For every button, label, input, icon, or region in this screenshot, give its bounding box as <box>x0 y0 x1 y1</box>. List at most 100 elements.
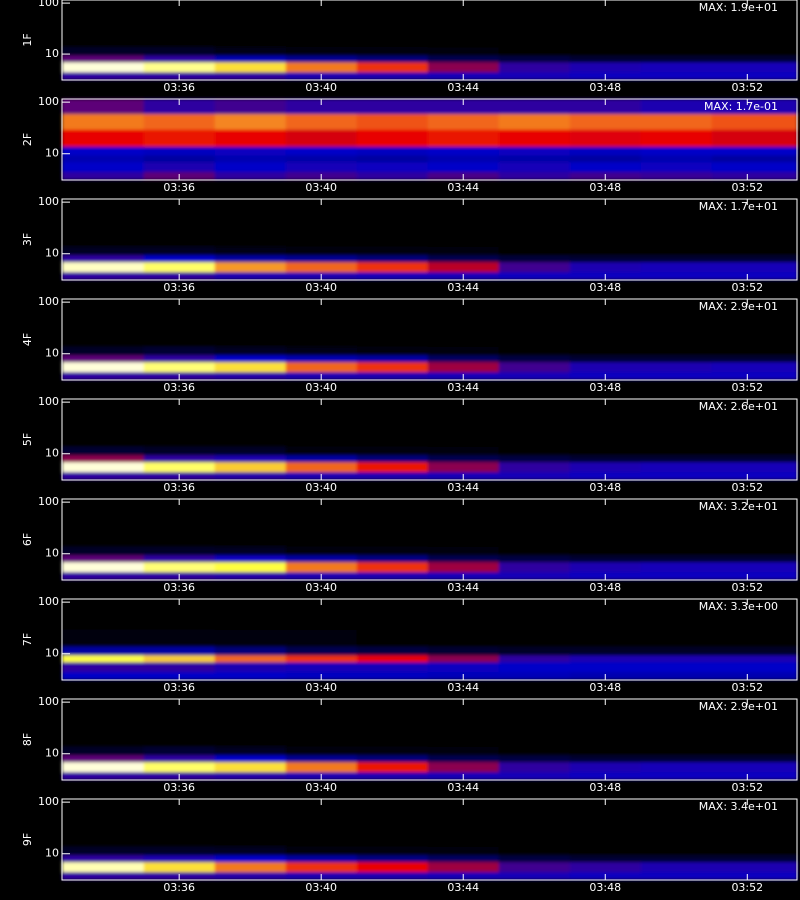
heatmap-cell <box>569 846 642 856</box>
heatmap-cell <box>569 599 642 615</box>
heatmap-cell <box>356 71 429 80</box>
heatmap-cell <box>640 513 713 530</box>
heatmap-cell <box>498 313 571 330</box>
heatmap-cell <box>498 799 571 815</box>
heatmap-cell <box>62 771 145 780</box>
heatmap-cell <box>498 561 571 573</box>
heatmap-cell <box>640 229 713 247</box>
heatmap-cell <box>285 554 358 563</box>
heatmap-cell <box>356 61 429 73</box>
heatmap-cell <box>427 529 500 547</box>
heatmap-cell <box>711 629 798 647</box>
heatmap-cell <box>640 413 713 430</box>
heatmap-cell <box>427 654 500 663</box>
heatmap-cell <box>640 154 713 163</box>
heatmap-cell <box>214 654 287 663</box>
heatmap-cell <box>569 729 642 747</box>
heatmap-cell <box>214 413 287 430</box>
heatmap-cell <box>285 129 358 147</box>
heatmap-cell <box>427 346 500 356</box>
heatmap-cell <box>356 271 429 280</box>
heatmap-cell <box>640 771 713 780</box>
heatmap-cell <box>427 454 500 463</box>
heatmap-cell <box>427 99 500 115</box>
heatmap-cell <box>498 71 571 80</box>
heatmap-cell <box>143 746 216 756</box>
x-tick-label: 03:44 <box>447 681 479 694</box>
heatmap-cell <box>498 699 571 715</box>
heatmap-cell <box>711 299 798 315</box>
y-tick-label: 100 <box>38 195 59 208</box>
heatmap-cell <box>640 761 713 773</box>
heatmap-cell <box>640 313 713 330</box>
heatmap-cell <box>143 546 216 556</box>
heatmap-cell <box>62 554 145 563</box>
heatmap-cell <box>214 461 287 473</box>
heatmap-cell <box>427 154 500 163</box>
heatmap-cells <box>62 799 798 880</box>
heatmap-cell <box>498 661 571 673</box>
heatmap-cell <box>498 354 571 363</box>
heatmap-cell <box>214 761 287 773</box>
heatmap-cell <box>711 129 798 147</box>
heatmap-cell <box>143 729 216 747</box>
heatmap-cell <box>285 254 358 263</box>
heatmap-cell <box>285 154 358 163</box>
heatmap-cell <box>498 271 571 280</box>
heatmap-cell <box>356 399 429 415</box>
y-axis-label: 4F <box>21 333 34 346</box>
heatmap-cell <box>285 361 358 373</box>
heatmap-cell <box>285 813 358 830</box>
heatmap-cell <box>498 554 571 563</box>
heatmap-cell <box>427 661 500 673</box>
heatmap-cell <box>285 429 358 447</box>
heatmap-cell <box>711 599 798 615</box>
heatmap-cell <box>143 599 216 615</box>
heatmap-cell <box>427 513 500 530</box>
heatmap-cell <box>569 55 642 63</box>
heatmap-cell <box>143 754 216 763</box>
heatmap-cell <box>285 46 358 56</box>
heatmap-cell <box>711 446 798 456</box>
heatmap-cell <box>214 729 287 747</box>
heatmap-cell <box>427 213 500 230</box>
heatmap-cell <box>711 661 798 673</box>
heatmap-cell <box>62 46 145 56</box>
max-annotation: MAX: 2.6e+01 <box>699 400 778 413</box>
heatmap-cell <box>356 829 429 847</box>
heatmap-cell <box>569 346 642 356</box>
heatmap-cell <box>143 14 216 31</box>
heatmap-cell <box>62 754 145 763</box>
heatmap-cell <box>285 146 358 156</box>
x-tick-label: 03:40 <box>305 381 337 394</box>
plot-frame <box>61 798 798 881</box>
heatmap-cell <box>569 146 642 156</box>
heatmap-cell <box>711 499 798 515</box>
heatmap-cell <box>143 246 216 256</box>
heatmap-cell <box>214 846 287 856</box>
max-annotation: MAX: 3.3e+00 <box>699 600 778 613</box>
heatmap-cell <box>62 629 145 647</box>
heatmap-cell <box>143 561 216 573</box>
y-axis-label: 1F <box>21 33 34 46</box>
heatmap-cell <box>62 71 145 80</box>
heatmap-cell <box>640 846 713 856</box>
heatmap-cell <box>356 599 429 615</box>
heatmap-cell <box>711 271 798 280</box>
x-tick-label: 03:44 <box>447 781 479 794</box>
heatmap-cell <box>62 454 145 463</box>
heatmap-cell <box>569 554 642 563</box>
heatmap-cell <box>356 354 429 363</box>
heatmap-cell <box>711 799 798 815</box>
heatmap-cell <box>214 554 287 563</box>
heatmap-cell <box>356 746 429 756</box>
heatmap-cell <box>214 799 287 815</box>
x-tick-label: 03:44 <box>447 581 479 594</box>
heatmap-cell <box>143 299 216 315</box>
y-axis-label: 7F <box>21 633 34 646</box>
heatmap-cell <box>143 313 216 330</box>
heatmap-cell <box>640 71 713 80</box>
heatmap-cell <box>62 299 145 315</box>
heatmap-cell <box>143 113 216 130</box>
heatmap-cell <box>711 71 798 80</box>
